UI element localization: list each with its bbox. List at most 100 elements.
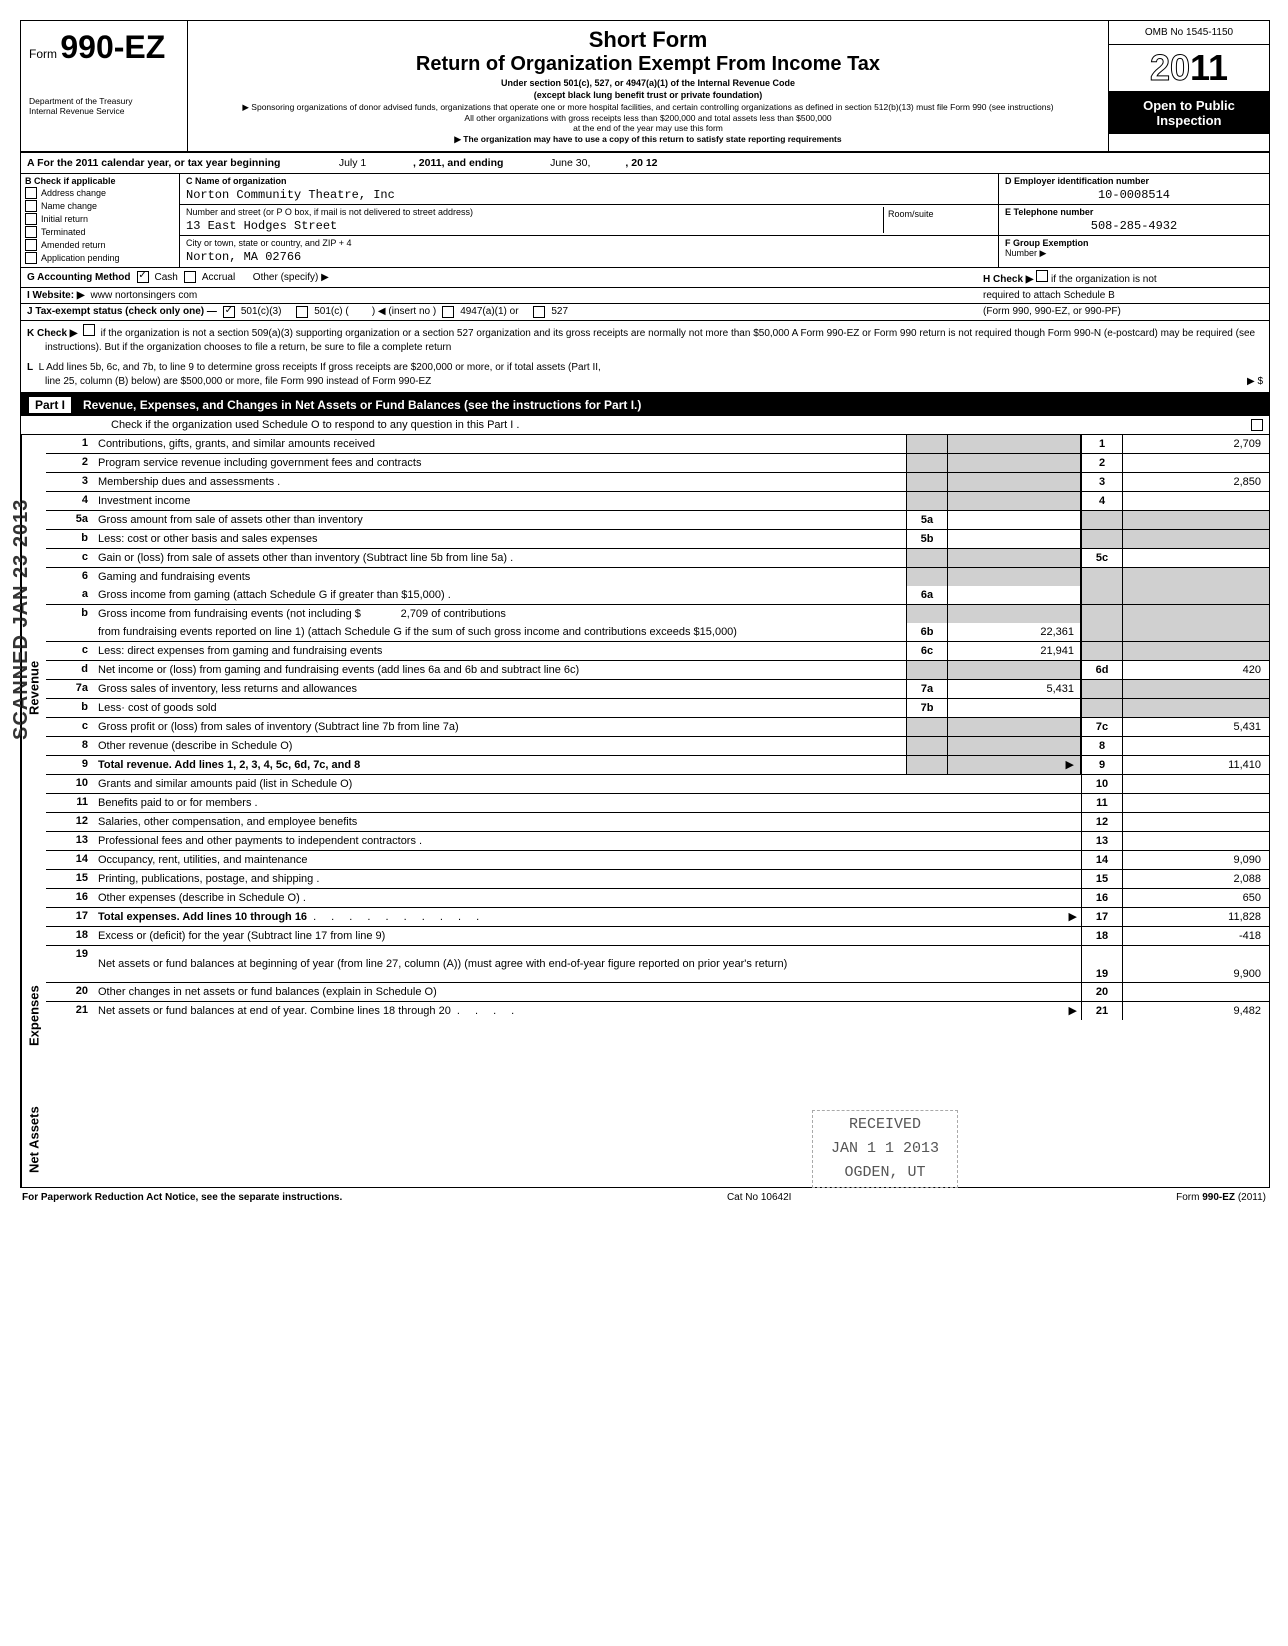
line-8: 8 Other revenue (describe in Schedule O)… bbox=[46, 737, 1269, 756]
ein-value: 10-0008514 bbox=[1005, 186, 1263, 202]
ln6c-evs bbox=[1122, 642, 1269, 660]
cb-terminated[interactable] bbox=[25, 226, 37, 238]
year-end: June 30, bbox=[550, 157, 590, 169]
g-label: G Accounting Method bbox=[27, 272, 131, 283]
ln6a-es bbox=[1081, 586, 1122, 604]
ln7b-desc: Less· cost of goods sold bbox=[94, 699, 906, 717]
line-6b-2: from fundraising events reported on line… bbox=[46, 623, 1269, 642]
ln6d-mvs bbox=[948, 661, 1081, 679]
ln3-mvs bbox=[948, 473, 1081, 491]
form-990ez: Form 990-EZ Department of the Treasury I… bbox=[20, 20, 1270, 1188]
ln9-arrow: ▶ bbox=[948, 756, 1081, 774]
section-l: L L Add lines 5b, 6c, and 7b, to line 9 … bbox=[21, 358, 1269, 394]
ln10-desc: Grants and similar amounts paid (list in… bbox=[94, 775, 1081, 793]
right-header: OMB No 1545-1150 2011 Open to Public Ins… bbox=[1109, 21, 1269, 151]
open-line2: Inspection bbox=[1113, 113, 1265, 128]
ln7c-desc: Gross profit or (loss) from sales of inv… bbox=[94, 718, 906, 736]
ln17-desc: Total expenses. Add lines 10 through 16 bbox=[98, 911, 307, 923]
cb-schedule-o[interactable] bbox=[1251, 419, 1263, 431]
cb-501c3[interactable] bbox=[223, 306, 235, 318]
side-expenses: Expenses bbox=[21, 940, 46, 1092]
ln5a-evs bbox=[1122, 511, 1269, 529]
a-mid: , 2011, and ending bbox=[413, 157, 503, 169]
ln5c-ms bbox=[906, 549, 948, 567]
website-value: www nortonsingers com bbox=[91, 290, 198, 301]
cb-h[interactable] bbox=[1036, 270, 1048, 282]
l-text2: line 25, column (B) below) are $500,000 … bbox=[45, 375, 431, 389]
col-def: D Employer identification number 10-0008… bbox=[999, 174, 1269, 267]
ln3-ms bbox=[906, 473, 948, 491]
ln6b-num: b bbox=[46, 605, 94, 623]
form-label: Form bbox=[29, 47, 57, 61]
ln3-desc: Membership dues and assessments . bbox=[94, 473, 906, 491]
lbl-cash: Cash bbox=[155, 272, 178, 283]
ln6b-desc3: from fundraising events reported on line… bbox=[94, 623, 906, 641]
line-21: 21 Net assets or fund balances at end of… bbox=[46, 1002, 1269, 1020]
footer-right: Form 990-EZ (2011) bbox=[1176, 1192, 1266, 1203]
line-7c: c Gross profit or (loss) from sales of i… bbox=[46, 718, 1269, 737]
ln7b-mv bbox=[948, 699, 1081, 717]
ln3-en: 3 bbox=[1081, 473, 1122, 491]
cb-527[interactable] bbox=[533, 306, 545, 318]
ln6b-mv: 22,361 bbox=[948, 623, 1081, 641]
received-stamp: RECEIVED JAN 1 1 2013 OGDEN, UT bbox=[812, 1110, 958, 1188]
cb-k[interactable] bbox=[83, 324, 95, 336]
cb-501c[interactable] bbox=[296, 306, 308, 318]
org-street: 13 East Hodges Street bbox=[186, 217, 883, 233]
ln4-desc: Investment income bbox=[94, 492, 906, 510]
lbl-initial: Initial return bbox=[41, 214, 88, 224]
part1-title: Revenue, Expenses, and Changes in Net As… bbox=[83, 398, 641, 412]
lbl-501c3: 501(c)(3) bbox=[241, 306, 282, 317]
cb-initial[interactable] bbox=[25, 213, 37, 225]
ln17-dots: . . . . . . . . . . bbox=[307, 911, 1068, 923]
cb-amended[interactable] bbox=[25, 239, 37, 251]
ln19-desc: Net assets or fund balances at beginning… bbox=[94, 946, 1081, 982]
ln7a-evs bbox=[1122, 680, 1269, 698]
return-title: Return of Organization Exempt From Incom… bbox=[198, 53, 1098, 76]
ln15-ev: 2,088 bbox=[1122, 870, 1269, 888]
line-12: 12 Salaries, other compensation, and emp… bbox=[46, 813, 1269, 832]
ln15-num: 15 bbox=[46, 870, 94, 888]
ln8-ms bbox=[906, 737, 948, 755]
section-ghij: G Accounting Method Cash Accrual Other (… bbox=[21, 268, 1269, 321]
cb-4947[interactable] bbox=[442, 306, 454, 318]
ln14-desc: Occupancy, rent, utilities, and maintena… bbox=[94, 851, 1081, 869]
ln12-en: 12 bbox=[1081, 813, 1122, 831]
ln1-num: 1 bbox=[46, 435, 94, 453]
ln11-num: 11 bbox=[46, 794, 94, 812]
check-schedule-o: Check if the organization used Schedule … bbox=[21, 416, 1269, 435]
ln12-ev bbox=[1122, 813, 1269, 831]
cb-pending[interactable] bbox=[25, 252, 37, 264]
ln5b-mv bbox=[948, 530, 1081, 548]
ln5c-ev bbox=[1122, 549, 1269, 567]
stamp-ogden: OGDEN, UT bbox=[831, 1161, 939, 1185]
ln13-num: 13 bbox=[46, 832, 94, 850]
ln17-ev: 11,828 bbox=[1122, 908, 1269, 926]
ln13-desc: Professional fees and other payments to … bbox=[94, 832, 1081, 850]
ln20-en: 20 bbox=[1081, 983, 1122, 1001]
cb-name[interactable] bbox=[25, 200, 37, 212]
ln5a-desc: Gross amount from sale of assets other t… bbox=[94, 511, 906, 529]
footer-left: For Paperwork Reduction Act Notice, see … bbox=[22, 1192, 342, 1203]
cb-address[interactable] bbox=[25, 187, 37, 199]
ln6b1-mvs bbox=[948, 605, 1081, 623]
line-5a: 5a Gross amount from sale of assets othe… bbox=[46, 511, 1269, 530]
ln5b-es bbox=[1081, 530, 1122, 548]
ln5b-mn: 5b bbox=[906, 530, 948, 548]
ln6c-num: c bbox=[46, 642, 94, 660]
side-netassets: Net Assets bbox=[21, 1092, 46, 1187]
ln18-num: 18 bbox=[46, 927, 94, 945]
k-label: K Check ▶ bbox=[27, 328, 77, 339]
cb-cash[interactable] bbox=[137, 271, 149, 283]
cb-accrual[interactable] bbox=[184, 271, 196, 283]
ln19-ev: 9,900 bbox=[1122, 946, 1269, 982]
line-19: 19 Net assets or fund balances at beginn… bbox=[46, 946, 1269, 983]
lbl-name: Name change bbox=[41, 201, 97, 211]
line-20: 20 Other changes in net assets or fund b… bbox=[46, 983, 1269, 1002]
ln21-num: 21 bbox=[46, 1002, 94, 1020]
omb-number: OMB No 1545-1150 bbox=[1109, 21, 1269, 45]
ln4-en: 4 bbox=[1081, 492, 1122, 510]
l-text1: L Add lines 5b, 6c, and 7b, to line 9 to… bbox=[39, 362, 601, 373]
ln10-en: 10 bbox=[1081, 775, 1122, 793]
ln6b1-ms bbox=[906, 605, 948, 623]
